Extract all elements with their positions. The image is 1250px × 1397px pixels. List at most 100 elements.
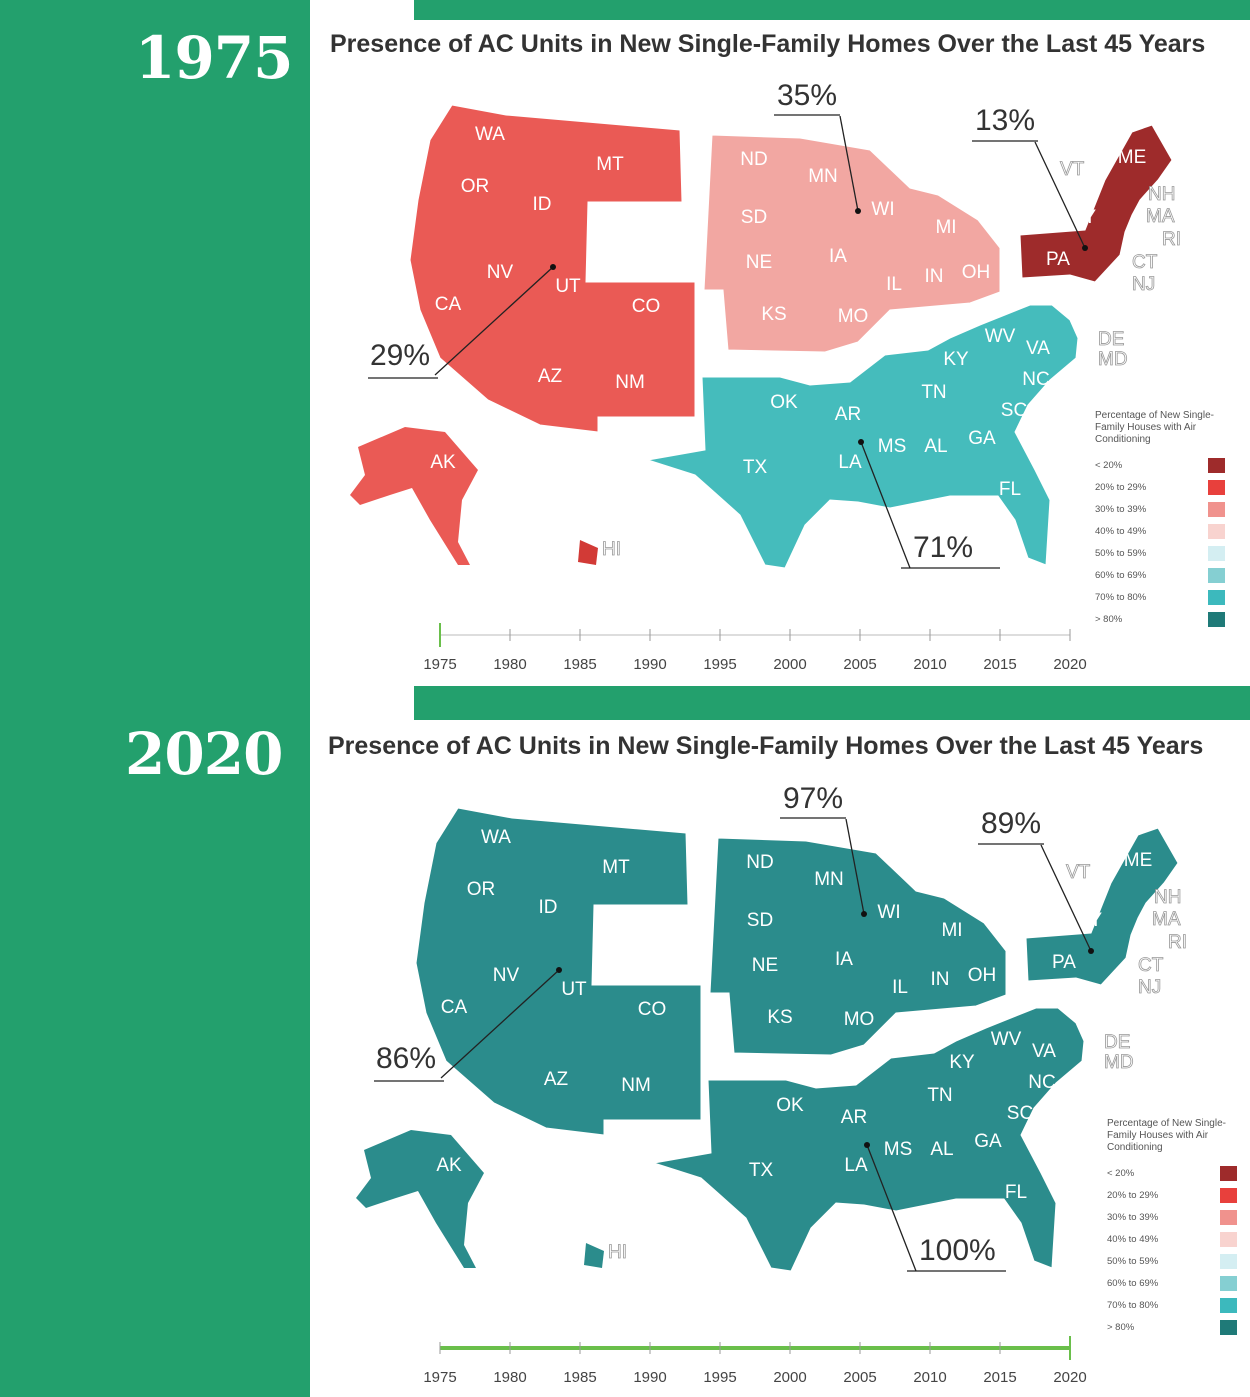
state-label-wi: WI [877, 902, 900, 923]
state-label-ks: KS [767, 1007, 792, 1028]
timeline-slider[interactable]: 1975 1980 1985 1990 1995 2000 2005 2010 2015 2020 [310, 617, 1250, 677]
state-label-ky: KY [949, 1052, 975, 1073]
state-label-la: LA [838, 452, 862, 473]
state-label-nv: NV [493, 965, 520, 986]
state-label-nc: NC [1028, 1072, 1055, 1093]
state-label-ok: OK [770, 392, 798, 413]
state-label-id: ID [533, 194, 552, 215]
timeline-tick-label: 1990 [633, 1369, 666, 1386]
state-label-wv: WV [991, 1029, 1022, 1050]
state-label-wa: WA [475, 124, 505, 145]
timeline-tick-label: 2015 [983, 1369, 1016, 1386]
timeline-tick-label: 2020 [1053, 1369, 1086, 1386]
legend-item: > 80% [1107, 1316, 1237, 1338]
state-label-ny: NY [1076, 910, 1103, 931]
legend-title: Percentage of New Single-Family Houses w… [1107, 1118, 1226, 1153]
legend-item-label: < 20% [1107, 1167, 1135, 1179]
timeline-tick-label: 1995 [703, 656, 736, 673]
state-label-nj: NJ [1132, 274, 1155, 295]
legend-item-label: 30% to 39% [1107, 1211, 1159, 1223]
timeline-tick-label: 2005 [843, 656, 876, 673]
callout-value-west: 29% [370, 339, 430, 372]
legend-item: 40% to 49% [1107, 1228, 1237, 1250]
map-panel-1975: Presence of AC Units in New Single-Famil… [310, 20, 1250, 686]
year-label-1975: 1975 [135, 24, 293, 92]
state-label-ne: NE [752, 955, 778, 976]
state-label-az: AZ [544, 1069, 569, 1090]
state-label-pa: PA [1052, 952, 1076, 973]
state-label-sc: SC [1007, 1103, 1033, 1124]
state-label-hi: HI [608, 1242, 627, 1263]
timeline-tick-label: 1975 [423, 1369, 456, 1386]
state-label-in: IN [931, 969, 950, 990]
state-label-id: ID [539, 897, 558, 918]
state-label-mt: MT [596, 154, 624, 175]
legend-swatch [1208, 479, 1225, 495]
state-label-ny: NY [1070, 207, 1097, 228]
panel-tab [310, 686, 414, 726]
state-label-wa: WA [481, 827, 511, 848]
state-label-ia: IA [829, 246, 847, 267]
timeline-tick-label: 1990 [633, 656, 666, 673]
state-label-ms: MS [884, 1139, 913, 1160]
legend-item: 40% to 49% [1095, 520, 1225, 542]
legend-item-label: > 80% [1095, 613, 1123, 625]
callout-leader-line [845, 818, 865, 915]
region-alaska [350, 427, 478, 565]
legend-item-label: 60% to 69% [1095, 569, 1147, 581]
state-label-fl: FL [1005, 1182, 1027, 1203]
timeline-tick-label: 1980 [493, 656, 526, 673]
legend-title: Percentage of New Single-Family Houses w… [1095, 410, 1214, 445]
callout-dot [556, 967, 562, 973]
legend-swatch [1208, 567, 1225, 583]
legend-item: 30% to 39% [1107, 1206, 1237, 1228]
callout-value-west: 86% [376, 1042, 436, 1075]
state-label-ut: UT [561, 979, 587, 1000]
region-hawaii [578, 540, 598, 565]
state-label-oh: OH [968, 965, 997, 986]
timeline-tick-label: 2005 [843, 1369, 876, 1386]
state-label-md: MD [1098, 349, 1128, 370]
legend-item-label: 20% to 29% [1107, 1189, 1159, 1201]
state-label-sd: SD [741, 207, 767, 228]
legend-item: > 80% [1095, 608, 1225, 630]
timeline-tick-label: 2000 [773, 656, 806, 673]
callout-value-northeast: 89% [981, 807, 1041, 840]
legend-swatch [1208, 545, 1225, 561]
state-label-in: IN [925, 266, 944, 287]
legend-item: 60% to 69% [1095, 564, 1225, 586]
state-label-il: IL [886, 274, 902, 295]
state-label-mo: MO [838, 306, 869, 327]
state-label-mt: MT [602, 857, 630, 878]
state-label-ct: CT [1138, 955, 1164, 976]
legend-swatch [1220, 1165, 1237, 1181]
legend-item-label: 50% to 59% [1107, 1255, 1159, 1267]
timeline-tick-label: 2020 [1053, 656, 1086, 673]
region-hawaii [584, 1243, 604, 1268]
legend-item-label: 20% to 29% [1095, 481, 1147, 493]
state-label-or: OR [467, 879, 496, 900]
state-label-ks: KS [761, 304, 786, 325]
callout-dot [1088, 948, 1094, 954]
state-label-wv: WV [985, 326, 1016, 347]
state-label-nm: NM [615, 372, 645, 393]
callout-leader-line [440, 969, 560, 1079]
timeline-tick-label: 1985 [563, 656, 596, 673]
legend-item: 50% to 59% [1107, 1250, 1237, 1272]
region-northeast [1019, 124, 1173, 283]
state-label-ky: KY [943, 349, 969, 370]
state-label-ak: AK [430, 452, 456, 473]
state-label-ct: CT [1132, 252, 1158, 273]
state-label-il: IL [892, 977, 908, 998]
state-label-de: DE [1098, 329, 1124, 350]
legend-item: 20% to 29% [1107, 1184, 1237, 1206]
state-label-nh: NH [1148, 184, 1175, 205]
timeline-slider[interactable]: 1975 1980 1985 1990 1995 2000 2005 2010 2015 2020 [310, 1330, 1250, 1390]
panel-title: Presence of AC Units in New Single-Famil… [330, 30, 1206, 58]
state-label-tx: TX [743, 457, 768, 478]
state-label-ga: GA [968, 428, 996, 449]
timeline-tick-label: 1985 [563, 1369, 596, 1386]
legend-swatch [1208, 457, 1225, 473]
legend-item: 20% to 29% [1095, 476, 1225, 498]
state-label-mi: MI [941, 920, 962, 941]
